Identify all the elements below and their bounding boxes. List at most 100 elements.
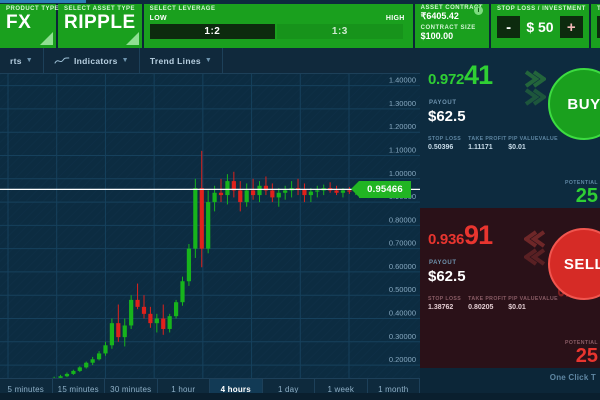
svg-text:0.50000: 0.50000: [389, 285, 416, 294]
buy-pip-label: PIP VALUEVALUE: [508, 136, 558, 142]
buy-take-profit: TAKE PROFIT 1.11171: [468, 136, 508, 151]
chevron-down-icon: ▼: [25, 57, 34, 64]
sell-price-prefix: 0.936: [428, 231, 465, 248]
info-icon[interactable]: i: [473, 6, 483, 15]
stop-loss-stepper[interactable]: - $ 50 +: [496, 16, 583, 38]
leverage-slider[interactable]: 1:2 1:3: [149, 24, 405, 39]
sell-pip-value-amount: $0.01: [508, 304, 526, 311]
sell-take-profit: TAKE PROFIT 0.80205: [468, 296, 508, 311]
buy-potential: POTENTIAL 25: [565, 180, 598, 206]
svg-text:0.30000: 0.30000: [389, 332, 416, 341]
stop-loss-label: STOP LOSS / INVESTMENT: [496, 6, 586, 12]
svg-text:0.80000: 0.80000: [389, 215, 416, 224]
take-profit-decrement-button[interactable]: -: [596, 16, 600, 38]
sell-price-suffix: 91: [464, 220, 493, 250]
trend-lines-menu[interactable]: Trend Lines ▼: [140, 48, 224, 73]
svg-text:0.60000: 0.60000: [389, 262, 416, 271]
chart-toolbar: rts ▼ Indicators ▼ Trend Lines ▼: [0, 48, 420, 74]
buy-price: 0.972 41: [428, 60, 493, 90]
leverage-label: SELECT LEVERAGE: [149, 6, 216, 12]
buy-quote-block: 0.972 41 PAYOUT $62.5 STOP LOSS 0.50396 …: [420, 48, 600, 208]
leverage-option-1[interactable]: 1:2: [149, 24, 278, 39]
stop-loss-increment-button[interactable]: +: [559, 16, 583, 38]
sell-take-profit-label: TAKE PROFIT: [468, 296, 507, 302]
buy-stop-loss: STOP LOSS 0.50396: [428, 136, 468, 151]
candlestick-chart-canvas: 1.400001.300001.200001.100001.000000.900…: [0, 74, 420, 400]
timeframe-1-month[interactable]: 1 month: [368, 379, 420, 400]
asset-contract-label: ASSET CONTRACT: [420, 5, 483, 11]
buy-stop-loss-label: STOP LOSS: [428, 136, 462, 142]
timeframe-1-day[interactable]: 1 day: [263, 379, 315, 400]
timeframe-5-minutes[interactable]: 5 minutes: [0, 379, 53, 400]
leverage-selector: SELECT LEVERAGE LOW HIGH 1:2 1:3: [144, 0, 415, 48]
buy-button[interactable]: BUY: [548, 68, 600, 140]
buy-potential-value: 25: [575, 185, 598, 207]
sell-pip-value: PIP VALUEVALUE $0.01: [508, 296, 558, 311]
buy-stop-loss-value: 0.50396: [428, 144, 454, 151]
sell-button-label: SELL: [563, 255, 600, 273]
indicators-menu-label: Indicators: [74, 55, 118, 66]
sell-potential-label: POTENTIAL: [565, 340, 598, 346]
sell-price: 0.936 91: [428, 220, 493, 250]
leverage-option-2[interactable]: 1:3: [277, 24, 405, 39]
leverage-range-labels: LOW HIGH: [150, 15, 405, 22]
take-profit-stepper[interactable]: - $ 12.5: [596, 16, 600, 38]
product-type-selector[interactable]: PRODUCT TYPE FX: [0, 0, 60, 48]
asset-contract-value: ₹6405.42: [420, 11, 459, 21]
current-price-marker: 0.95466: [351, 180, 411, 198]
leverage-low-label: LOW: [149, 15, 167, 22]
accent-strip: [0, 0, 86, 3]
one-click-trading-toggle[interactable]: One Click T: [549, 373, 596, 382]
charts-menu-label: rts: [10, 55, 22, 66]
indicators-menu[interactable]: Indicators ▼: [44, 48, 140, 73]
sell-details: STOP LOSS 1.38762 TAKE PROFIT 0.80205 PI…: [428, 296, 558, 311]
product-type-value: FX: [6, 12, 32, 33]
price-chart[interactable]: 1.400001.300001.200001.100001.000000.900…: [0, 74, 420, 400]
timeframe-15-minutes[interactable]: 15 minutes: [53, 379, 105, 400]
sell-take-profit-value: 0.80205: [468, 304, 494, 311]
buy-pip-value-amount: $0.01: [508, 144, 526, 151]
buy-price-suffix: 41: [464, 60, 493, 90]
top-settings-bar: PRODUCT TYPE FX SELECT ASSET TYPE RIPPLE…: [0, 0, 600, 48]
stop-loss-decrement-button[interactable]: -: [496, 16, 521, 38]
trade-panel: 0.972 41 PAYOUT $62.5 STOP LOSS 0.50396 …: [420, 48, 600, 400]
asset-type-label: SELECT ASSET TYPE: [64, 6, 135, 12]
trend-lines-menu-label: Trend Lines: [149, 55, 201, 66]
buy-potential-label: POTENTIAL: [565, 180, 598, 186]
buy-payout-value: $62.5: [428, 108, 466, 125]
take-profit-label: TAKE PROFIT: [596, 6, 600, 12]
buy-price-prefix: 0.972: [428, 71, 465, 88]
sell-pip-label: PIP VALUEVALUE: [508, 296, 558, 302]
squiggle-icon: [54, 56, 70, 64]
asset-type-selector[interactable]: SELECT ASSET TYPE RIPPLE: [58, 0, 144, 48]
sell-payout-value: $62.5: [428, 268, 466, 285]
buy-chevrons-icon: [524, 70, 546, 106]
sell-quote-block: 0.936 91 PAYOUT $62.5 STOP LOSS 1.38762 …: [420, 208, 600, 368]
bottom-strip: [0, 393, 600, 400]
chevron-down-icon: ▼: [204, 57, 213, 64]
timeframe-1-hour[interactable]: 1 hour: [158, 379, 210, 400]
timeframe-30-minutes[interactable]: 30 minutes: [105, 379, 158, 400]
svg-text:1.20000: 1.20000: [389, 122, 416, 131]
sell-potential: POTENTIAL 25: [565, 340, 598, 366]
svg-text:0.70000: 0.70000: [389, 239, 416, 248]
buy-take-profit-value: 1.11171: [468, 144, 493, 151]
contract-size-label: CONTRACT SIZE: [420, 25, 476, 31]
charts-menu[interactable]: rts ▼: [0, 48, 45, 73]
buy-take-profit-label: TAKE PROFIT: [468, 136, 507, 142]
sell-stop-loss-label: STOP LOSS: [428, 296, 462, 302]
svg-text:1.30000: 1.30000: [389, 99, 416, 108]
stop-loss-value: $ 50: [526, 19, 554, 35]
svg-text:1.40000: 1.40000: [389, 76, 416, 85]
chevron-down-icon: ▼: [121, 57, 129, 64]
svg-text:0.40000: 0.40000: [389, 309, 416, 318]
timeframe-1-week[interactable]: 1 week: [315, 379, 368, 400]
sell-stop-loss: STOP LOSS 1.38762: [428, 296, 468, 311]
product-type-label: PRODUCT TYPE: [6, 6, 60, 12]
buy-payout-label: PAYOUT: [429, 100, 457, 106]
svg-text:1.10000: 1.10000: [389, 146, 416, 155]
buy-button-label: BUY: [567, 95, 600, 113]
contract-info: i ASSET CONTRACT ₹6405.42 CONTRACT SIZE …: [415, 0, 491, 48]
sell-chevrons-icon: [524, 230, 546, 266]
